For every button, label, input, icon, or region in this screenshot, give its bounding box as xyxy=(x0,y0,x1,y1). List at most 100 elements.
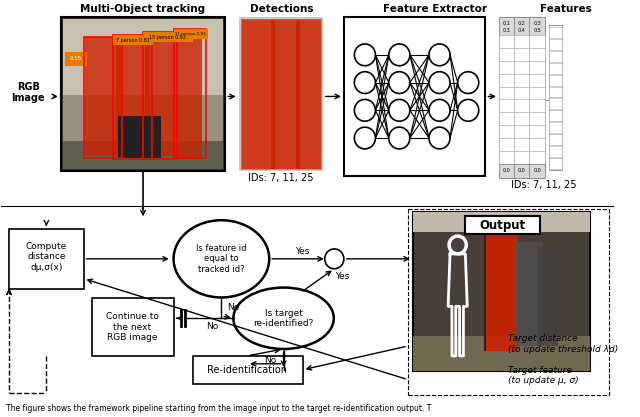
Text: 0.3: 0.3 xyxy=(533,21,541,26)
Bar xyxy=(499,138,514,151)
Bar xyxy=(548,51,562,62)
Bar xyxy=(9,229,84,289)
Bar xyxy=(537,247,558,346)
Circle shape xyxy=(355,127,376,149)
Text: Continue to
the next
RGB image: Continue to the next RGB image xyxy=(106,312,159,342)
Circle shape xyxy=(355,99,376,121)
Circle shape xyxy=(429,44,450,66)
Bar xyxy=(241,19,321,169)
Bar xyxy=(548,27,562,38)
Bar xyxy=(84,37,122,158)
Bar xyxy=(118,116,161,158)
Text: 0.2: 0.2 xyxy=(518,21,525,26)
Text: 0.55: 0.55 xyxy=(70,56,82,61)
Bar xyxy=(499,17,514,178)
Text: Is feature id
equal to
tracked id?: Is feature id equal to tracked id? xyxy=(196,244,246,274)
Text: Compute
distance
dμ,σ(x): Compute distance dμ,σ(x) xyxy=(26,242,67,272)
Bar xyxy=(63,141,223,169)
Bar xyxy=(173,35,202,159)
Bar xyxy=(239,17,323,171)
Circle shape xyxy=(389,44,410,66)
Bar xyxy=(63,19,223,143)
Bar xyxy=(514,74,529,87)
Bar xyxy=(344,17,485,176)
Text: Is target
re-identified?: Is target re-identified? xyxy=(253,309,314,328)
Bar xyxy=(548,122,562,133)
Bar xyxy=(548,146,562,157)
Bar xyxy=(548,39,562,50)
Bar xyxy=(529,74,545,87)
Bar xyxy=(548,134,562,145)
Bar xyxy=(529,164,545,178)
Bar xyxy=(499,48,514,61)
Bar xyxy=(499,151,514,164)
Text: No: No xyxy=(205,322,218,331)
Bar xyxy=(413,336,589,371)
Bar xyxy=(499,125,514,138)
Bar xyxy=(193,356,303,384)
Text: 11 person 0.93: 11 person 0.93 xyxy=(175,32,206,36)
Bar xyxy=(548,75,562,85)
Text: Yes: Yes xyxy=(296,247,310,256)
Bar xyxy=(548,63,562,74)
Bar xyxy=(514,164,529,178)
Text: No: No xyxy=(227,303,239,312)
Text: Feature Extractor: Feature Extractor xyxy=(383,4,487,14)
Circle shape xyxy=(355,72,376,93)
Bar xyxy=(514,61,529,74)
Bar xyxy=(499,35,514,48)
Text: Output: Output xyxy=(479,219,525,232)
Bar xyxy=(84,37,121,156)
Circle shape xyxy=(458,72,479,93)
Bar xyxy=(514,87,529,99)
Bar xyxy=(548,111,562,121)
Ellipse shape xyxy=(234,288,334,349)
Circle shape xyxy=(458,99,479,121)
Bar xyxy=(484,234,518,351)
Bar xyxy=(514,125,529,138)
Text: Re-identification: Re-identification xyxy=(207,365,287,375)
Bar xyxy=(529,48,545,61)
Bar xyxy=(116,42,150,156)
Bar xyxy=(514,99,529,112)
Bar xyxy=(529,151,545,164)
Bar xyxy=(499,112,514,125)
Circle shape xyxy=(389,99,410,121)
Bar xyxy=(529,61,545,74)
Circle shape xyxy=(429,99,450,121)
Bar xyxy=(499,164,514,178)
Bar xyxy=(499,74,514,87)
Circle shape xyxy=(429,72,450,93)
Bar xyxy=(529,17,545,178)
Bar xyxy=(529,99,545,112)
Circle shape xyxy=(389,72,410,93)
Text: 0.0: 0.0 xyxy=(533,168,541,173)
Bar xyxy=(241,19,275,169)
Text: IDs: 7, 11, 25: IDs: 7, 11, 25 xyxy=(511,180,577,190)
Ellipse shape xyxy=(173,220,269,297)
Text: No: No xyxy=(264,357,276,365)
Text: 0.0: 0.0 xyxy=(502,168,510,173)
Bar xyxy=(145,39,175,156)
Text: 15 person 0.92: 15 person 0.92 xyxy=(149,35,186,40)
Bar xyxy=(529,35,545,48)
Bar xyxy=(514,138,529,151)
Text: 0.0: 0.0 xyxy=(518,168,525,173)
Bar xyxy=(548,158,562,169)
Bar xyxy=(296,19,321,169)
Bar xyxy=(63,19,223,95)
Circle shape xyxy=(324,249,344,269)
Bar xyxy=(529,87,545,99)
Text: Features: Features xyxy=(540,4,591,14)
Text: 0.4: 0.4 xyxy=(518,28,525,33)
Circle shape xyxy=(389,127,410,149)
Bar xyxy=(173,29,208,39)
Bar xyxy=(529,17,545,35)
Text: Target feature
(to update μ, σ): Target feature (to update μ, σ) xyxy=(508,366,579,385)
Bar xyxy=(548,87,562,98)
Text: 7 person 0.81: 7 person 0.81 xyxy=(116,38,150,43)
Bar xyxy=(499,61,514,74)
Bar xyxy=(529,112,545,125)
Bar xyxy=(143,32,177,159)
Circle shape xyxy=(355,44,376,66)
